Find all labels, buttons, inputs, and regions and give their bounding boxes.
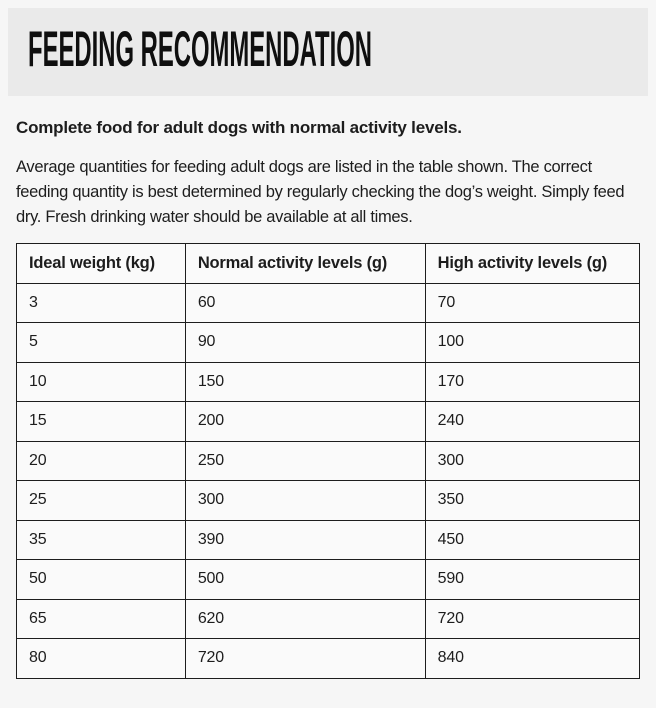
table-cell: 15 xyxy=(16,401,186,442)
table-cell: 100 xyxy=(424,322,641,363)
table-cell: 80 xyxy=(16,638,186,679)
table-cell: 720 xyxy=(424,598,641,639)
table-cell: 60 xyxy=(184,282,426,323)
page-title-graphic: FEEDING RECOMMENDATION xyxy=(28,28,372,76)
column-header-high-activity: High activity levels (g) xyxy=(424,243,641,284)
table-row: 50 500 590 xyxy=(16,559,641,600)
column-header-ideal-weight: Ideal weight (kg) xyxy=(16,243,186,284)
column-header-normal-activity: Normal activity levels (g) xyxy=(184,243,426,284)
content-area: Complete food for adult dogs with normal… xyxy=(0,117,656,679)
table-row: 80 720 840 xyxy=(16,638,641,679)
table-cell: 70 xyxy=(424,282,641,323)
table-cell: 25 xyxy=(16,480,186,521)
table-cell: 65 xyxy=(16,598,186,639)
table-row: 25 300 350 xyxy=(16,480,641,521)
intro-bold-line: Complete food for adult dogs with normal… xyxy=(16,118,462,137)
table-row: 10 150 170 xyxy=(16,361,641,402)
table-cell: 390 xyxy=(184,519,426,560)
table-cell: 10 xyxy=(16,361,186,402)
table-cell: 500 xyxy=(184,559,426,600)
table-row: 35 390 450 xyxy=(16,519,641,560)
feeding-table: Ideal weight (kg) Normal activity levels… xyxy=(16,243,641,679)
table-cell: 35 xyxy=(16,519,186,560)
table-header-row: Ideal weight (kg) Normal activity levels… xyxy=(16,243,641,284)
description-paragraph: Average quantities for feeding adult dog… xyxy=(16,158,625,226)
table-cell: 720 xyxy=(184,638,426,679)
table-cell: 300 xyxy=(184,480,426,521)
table-cell: 250 xyxy=(184,440,426,481)
table-row: 5 90 100 xyxy=(16,322,641,363)
table-cell: 5 xyxy=(16,322,186,363)
table-cell: 150 xyxy=(184,361,426,402)
table-cell: 200 xyxy=(184,401,426,442)
table-row: 15 200 240 xyxy=(16,401,641,442)
table-row: 20 250 300 xyxy=(16,440,641,481)
table-row: 65 620 720 xyxy=(16,598,641,639)
table-cell: 20 xyxy=(16,440,186,481)
table-row: 3 60 70 xyxy=(16,282,641,323)
table-cell: 240 xyxy=(424,401,641,442)
table-cell: 90 xyxy=(184,322,426,363)
table-cell: 840 xyxy=(424,638,641,679)
table-cell: 300 xyxy=(424,440,641,481)
page-title: FEEDING RECOMMENDATION xyxy=(28,28,372,76)
table-cell: 350 xyxy=(424,480,641,521)
table-cell: 3 xyxy=(16,282,186,323)
table-cell: 170 xyxy=(424,361,641,402)
header-band: FEEDING RECOMMENDATION xyxy=(8,8,648,96)
table-cell: 620 xyxy=(184,598,426,639)
table-cell: 450 xyxy=(424,519,641,560)
table-cell: 590 xyxy=(424,559,641,600)
table-cell: 50 xyxy=(16,559,186,600)
